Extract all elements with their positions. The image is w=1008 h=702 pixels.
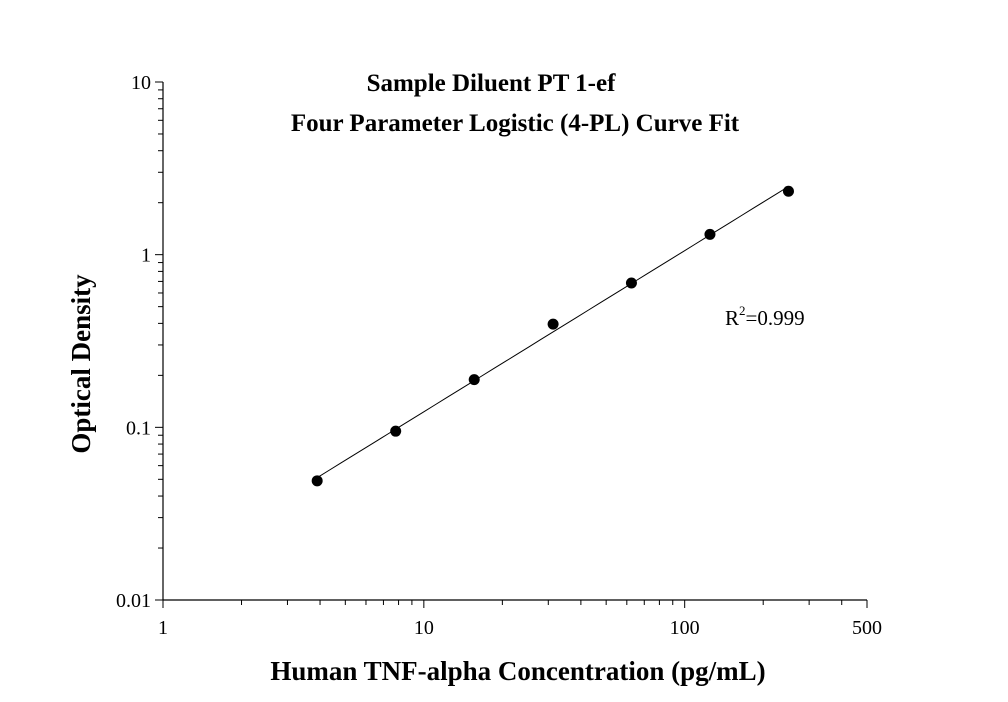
fit-curve-line	[316, 186, 789, 479]
data-point	[468, 374, 480, 386]
r-squared-superscript: 2	[739, 303, 746, 318]
data-point	[782, 185, 794, 197]
r-squared-annotation: R2=0.999	[725, 303, 805, 330]
chart-title-line2: Four Parameter Logistic (4-PL) Curve Fit	[291, 110, 740, 137]
x-tick-label: 100	[670, 617, 700, 639]
data-point	[390, 425, 402, 437]
r-squared-value: =0.999	[746, 306, 805, 330]
x-tick-label: 500	[852, 617, 882, 639]
x-axis-ticks	[162, 600, 868, 608]
y-axis-tick-labels: 0.01 0.1 1 10	[116, 72, 151, 612]
data-point	[311, 475, 323, 487]
fit-curve	[316, 186, 789, 479]
data-point	[704, 228, 716, 240]
r-squared-base: R	[725, 306, 739, 330]
chart-title-line1: Sample Diluent PT 1-ef	[367, 70, 617, 97]
data-point	[625, 277, 637, 289]
x-tick-label: 1	[158, 617, 168, 639]
x-axis-title: Human TNF-alpha Concentration (pg/mL)	[270, 656, 765, 686]
y-axis-ticks	[155, 81, 163, 601]
chart-title: Sample Diluent PT 1-ef Four Parameter Lo…	[291, 70, 740, 137]
y-axis-title: Optical Density	[66, 274, 96, 454]
y-tick-label: 10	[131, 72, 151, 94]
x-tick-label: 10	[414, 617, 434, 639]
y-tick-label: 1	[141, 245, 151, 267]
y-tick-label: 0.01	[116, 590, 151, 612]
data-points	[311, 185, 794, 487]
x-axis-tick-labels: 1 10 100 500	[158, 617, 882, 639]
data-point	[547, 318, 559, 330]
axes: 1 10 100 500 0.01 0.1 1 10	[116, 72, 882, 639]
y-tick-label: 0.1	[126, 417, 151, 439]
